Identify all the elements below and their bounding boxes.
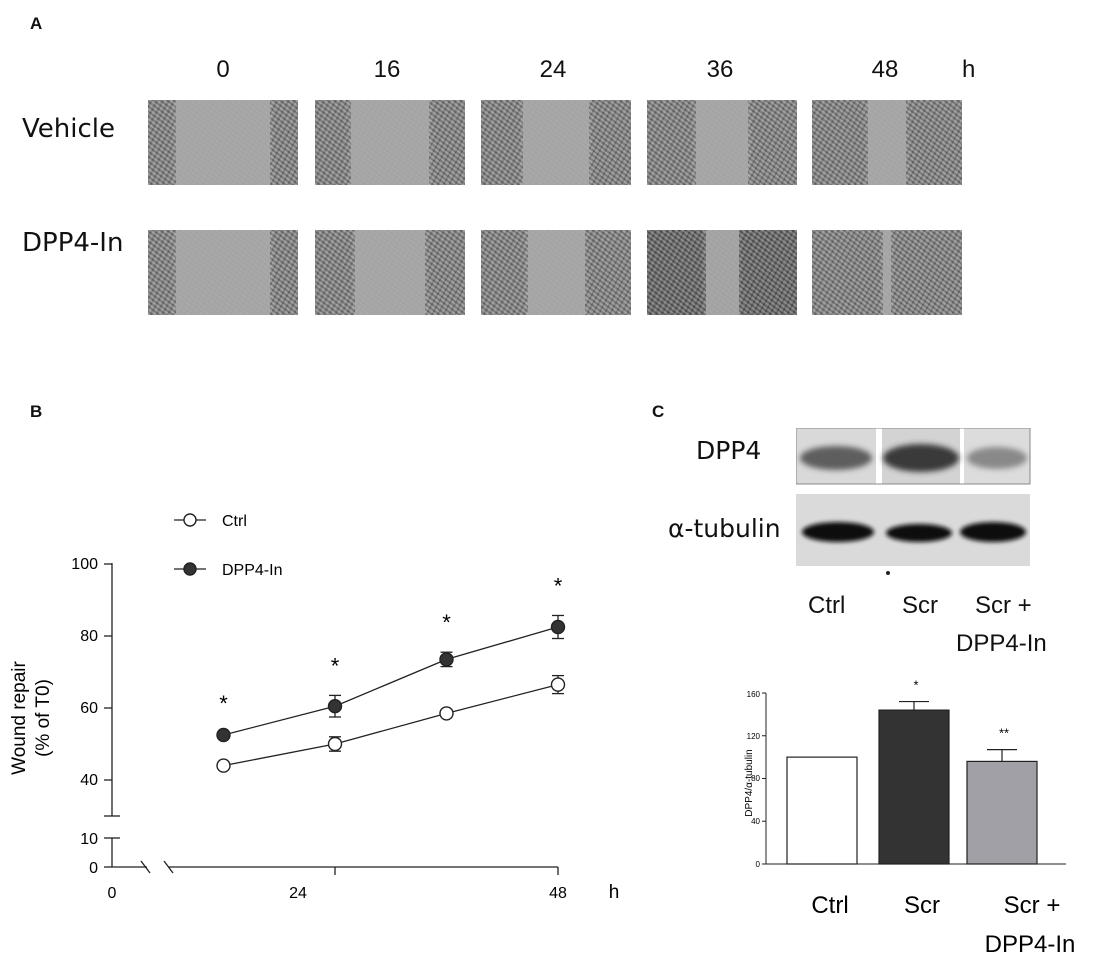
panel-a-letter: A [30,14,43,33]
dpp4-band-scr-dpp4in [967,447,1027,469]
data-point-ctrl [327,736,343,752]
tubulin-band-scr [886,524,952,542]
series-line-ctrl [223,683,559,767]
bar-y-tick-label: 160 [747,690,761,699]
panel-c-letter: C [652,402,665,421]
blot-label-dpp4: DPP4 [696,436,762,465]
data-point-dpp4-in [550,619,566,635]
bar-y-tick-label: 80 [751,774,760,783]
dpp4-band-scr [883,444,959,472]
bar-category-label: DPP4-In [985,931,1076,958]
legend-label-dpp4-in: DPP4-In [222,562,282,579]
scratch-micrograph [481,230,631,315]
bar-y-axis-label: DPP4/α-tubulin [744,749,755,816]
timepoint-label: 48 [871,56,899,83]
scratch-micrograph [148,100,298,185]
legend: Ctrl DPP4-In [174,513,282,579]
significance-star: * [331,653,340,678]
y-tick-label: 80 [80,628,98,645]
axes [104,563,558,874]
data-point-dpp4-in [439,652,454,667]
x-tick-label: 0 [108,885,117,902]
data-point-ctrl [550,677,566,692]
tubulin-band-scr-dpp4in [960,522,1026,542]
y-tick-label: 10 [80,831,98,848]
data-point-dpp4-in [327,698,343,714]
scratch-micrograph [812,230,962,315]
legend-marker-dpp4-in [183,562,197,576]
scratch-micrograph [647,230,797,315]
scratch-micrograph [481,100,631,185]
lane-label-scr-plus: Scr + [975,592,1032,619]
y-tick-label: 60 [80,700,98,717]
scratch-micrograph [148,230,298,315]
legend-label-ctrl: Ctrl [222,513,247,530]
bar-category-label: Ctrl [811,892,848,919]
western-blot-image [796,428,1031,575]
bar [786,756,858,865]
y-axis-label-line1: Wound repair [9,660,30,774]
x-unit-label: h [609,882,620,903]
timepoint-label: 36 [706,56,734,83]
x-tick-label: 24 [289,885,307,902]
y-tick-label: 0 [89,860,98,877]
legend-marker-ctrl [183,513,197,527]
blot-label-alpha-tubulin: α-tubulin [668,514,781,543]
tubulin-band-ctrl [802,522,874,542]
timepoint-label: 0 [216,56,230,83]
bar-category-label: Scr [904,892,940,919]
bar-significance: * [913,680,918,693]
lane-label-dpp4-in: DPP4-In [956,630,1047,657]
y-tick-label: 40 [80,772,98,789]
data-point-dpp4-in [216,727,231,743]
dpp4-band-ctrl [800,446,872,470]
bar-category-label: Scr + [1004,892,1061,919]
bar [966,760,1038,865]
line-chart-marks: * * * * [104,563,566,875]
timepoint-label: 16 [373,56,401,83]
y-tick-label: 100 [71,556,98,573]
bar-y-tick-label: 0 [756,860,761,869]
scratch-micrograph [812,100,962,185]
lane-label-ctrl: Ctrl [808,592,846,619]
row-label-dpp4-in: DPP4-In [22,228,124,258]
row-label-vehicle: Vehicle [22,114,115,144]
scratch-micrograph [315,230,465,315]
lane-label-scr: Scr [902,592,938,619]
significance-star: * [442,610,451,635]
y-axis-label-line2: (% of T0) [33,679,54,757]
series-line-dpp4-in [223,626,559,736]
bar-chart-marks: *** [762,680,1066,865]
time-unit-label: h [962,56,976,83]
wound-repair-line-chart: Ctrl DPP4-In Wound repair (% of T0) ****… [9,513,620,903]
significance-star: * [219,691,228,716]
panel-b-letter: B [30,402,43,421]
bar-y-tick-label: 120 [747,732,761,741]
bar-significance: ** [999,726,1009,741]
data-point-ctrl [439,706,454,721]
x-tick-label: 48 [549,885,567,902]
scratch-micrograph [647,100,797,185]
bar-y-tick-label: 40 [751,817,760,826]
timepoint-label: 24 [539,56,567,83]
bar [878,709,950,865]
dpp4-ratio-bar-chart: DPP4/α-tubulin *** 160 120 80 40 0 Ctrl … [744,680,1076,958]
significance-star: * [554,573,563,598]
scratch-micrograph [315,100,465,185]
data-point-ctrl [216,758,231,773]
